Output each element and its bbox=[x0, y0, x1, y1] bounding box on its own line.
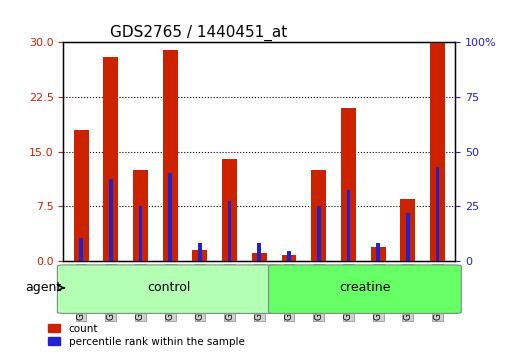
Text: GSM115534: GSM115534 bbox=[136, 265, 145, 320]
Text: agent: agent bbox=[25, 281, 61, 294]
Bar bbox=[197, 243, 201, 261]
Bar bbox=[429, 42, 444, 261]
Text: GSM115537: GSM115537 bbox=[225, 265, 234, 320]
Bar bbox=[399, 199, 415, 261]
Bar bbox=[376, 243, 379, 261]
Bar bbox=[311, 170, 326, 261]
Bar bbox=[138, 206, 142, 261]
Text: GSM115536: GSM115536 bbox=[195, 265, 204, 320]
Bar bbox=[192, 250, 207, 261]
Bar bbox=[222, 159, 236, 261]
Text: GSM115526: GSM115526 bbox=[284, 265, 293, 320]
Text: control: control bbox=[147, 281, 190, 294]
Text: GDS2765 / 1440451_at: GDS2765 / 1440451_at bbox=[110, 25, 287, 41]
Text: GSM115529: GSM115529 bbox=[373, 265, 382, 320]
Bar bbox=[287, 251, 290, 261]
Bar bbox=[79, 238, 83, 261]
Text: GSM115528: GSM115528 bbox=[343, 265, 352, 320]
Text: GSM115538: GSM115538 bbox=[255, 265, 263, 320]
Bar bbox=[257, 243, 261, 261]
Bar bbox=[251, 253, 266, 261]
Text: GSM115530: GSM115530 bbox=[402, 265, 412, 320]
Bar bbox=[133, 170, 147, 261]
Bar bbox=[281, 255, 296, 261]
Bar bbox=[227, 201, 231, 261]
Text: creatine: creatine bbox=[338, 281, 390, 294]
Bar bbox=[163, 50, 177, 261]
FancyBboxPatch shape bbox=[57, 265, 280, 313]
Bar bbox=[370, 247, 385, 261]
Text: GSM115527: GSM115527 bbox=[314, 265, 323, 320]
Text: GSM115531: GSM115531 bbox=[432, 265, 441, 320]
Bar bbox=[103, 57, 118, 261]
Bar bbox=[168, 173, 172, 261]
Bar bbox=[316, 206, 320, 261]
Bar bbox=[340, 108, 355, 261]
Bar bbox=[74, 130, 88, 261]
Bar bbox=[109, 179, 113, 261]
Text: GSM115532: GSM115532 bbox=[76, 265, 85, 320]
Text: GSM115533: GSM115533 bbox=[106, 265, 115, 320]
Text: GSM115535: GSM115535 bbox=[165, 265, 174, 320]
Bar bbox=[435, 167, 438, 261]
Legend: count, percentile rank within the sample: count, percentile rank within the sample bbox=[45, 321, 246, 349]
Bar bbox=[346, 190, 349, 261]
FancyBboxPatch shape bbox=[268, 265, 461, 313]
Bar bbox=[405, 212, 409, 261]
